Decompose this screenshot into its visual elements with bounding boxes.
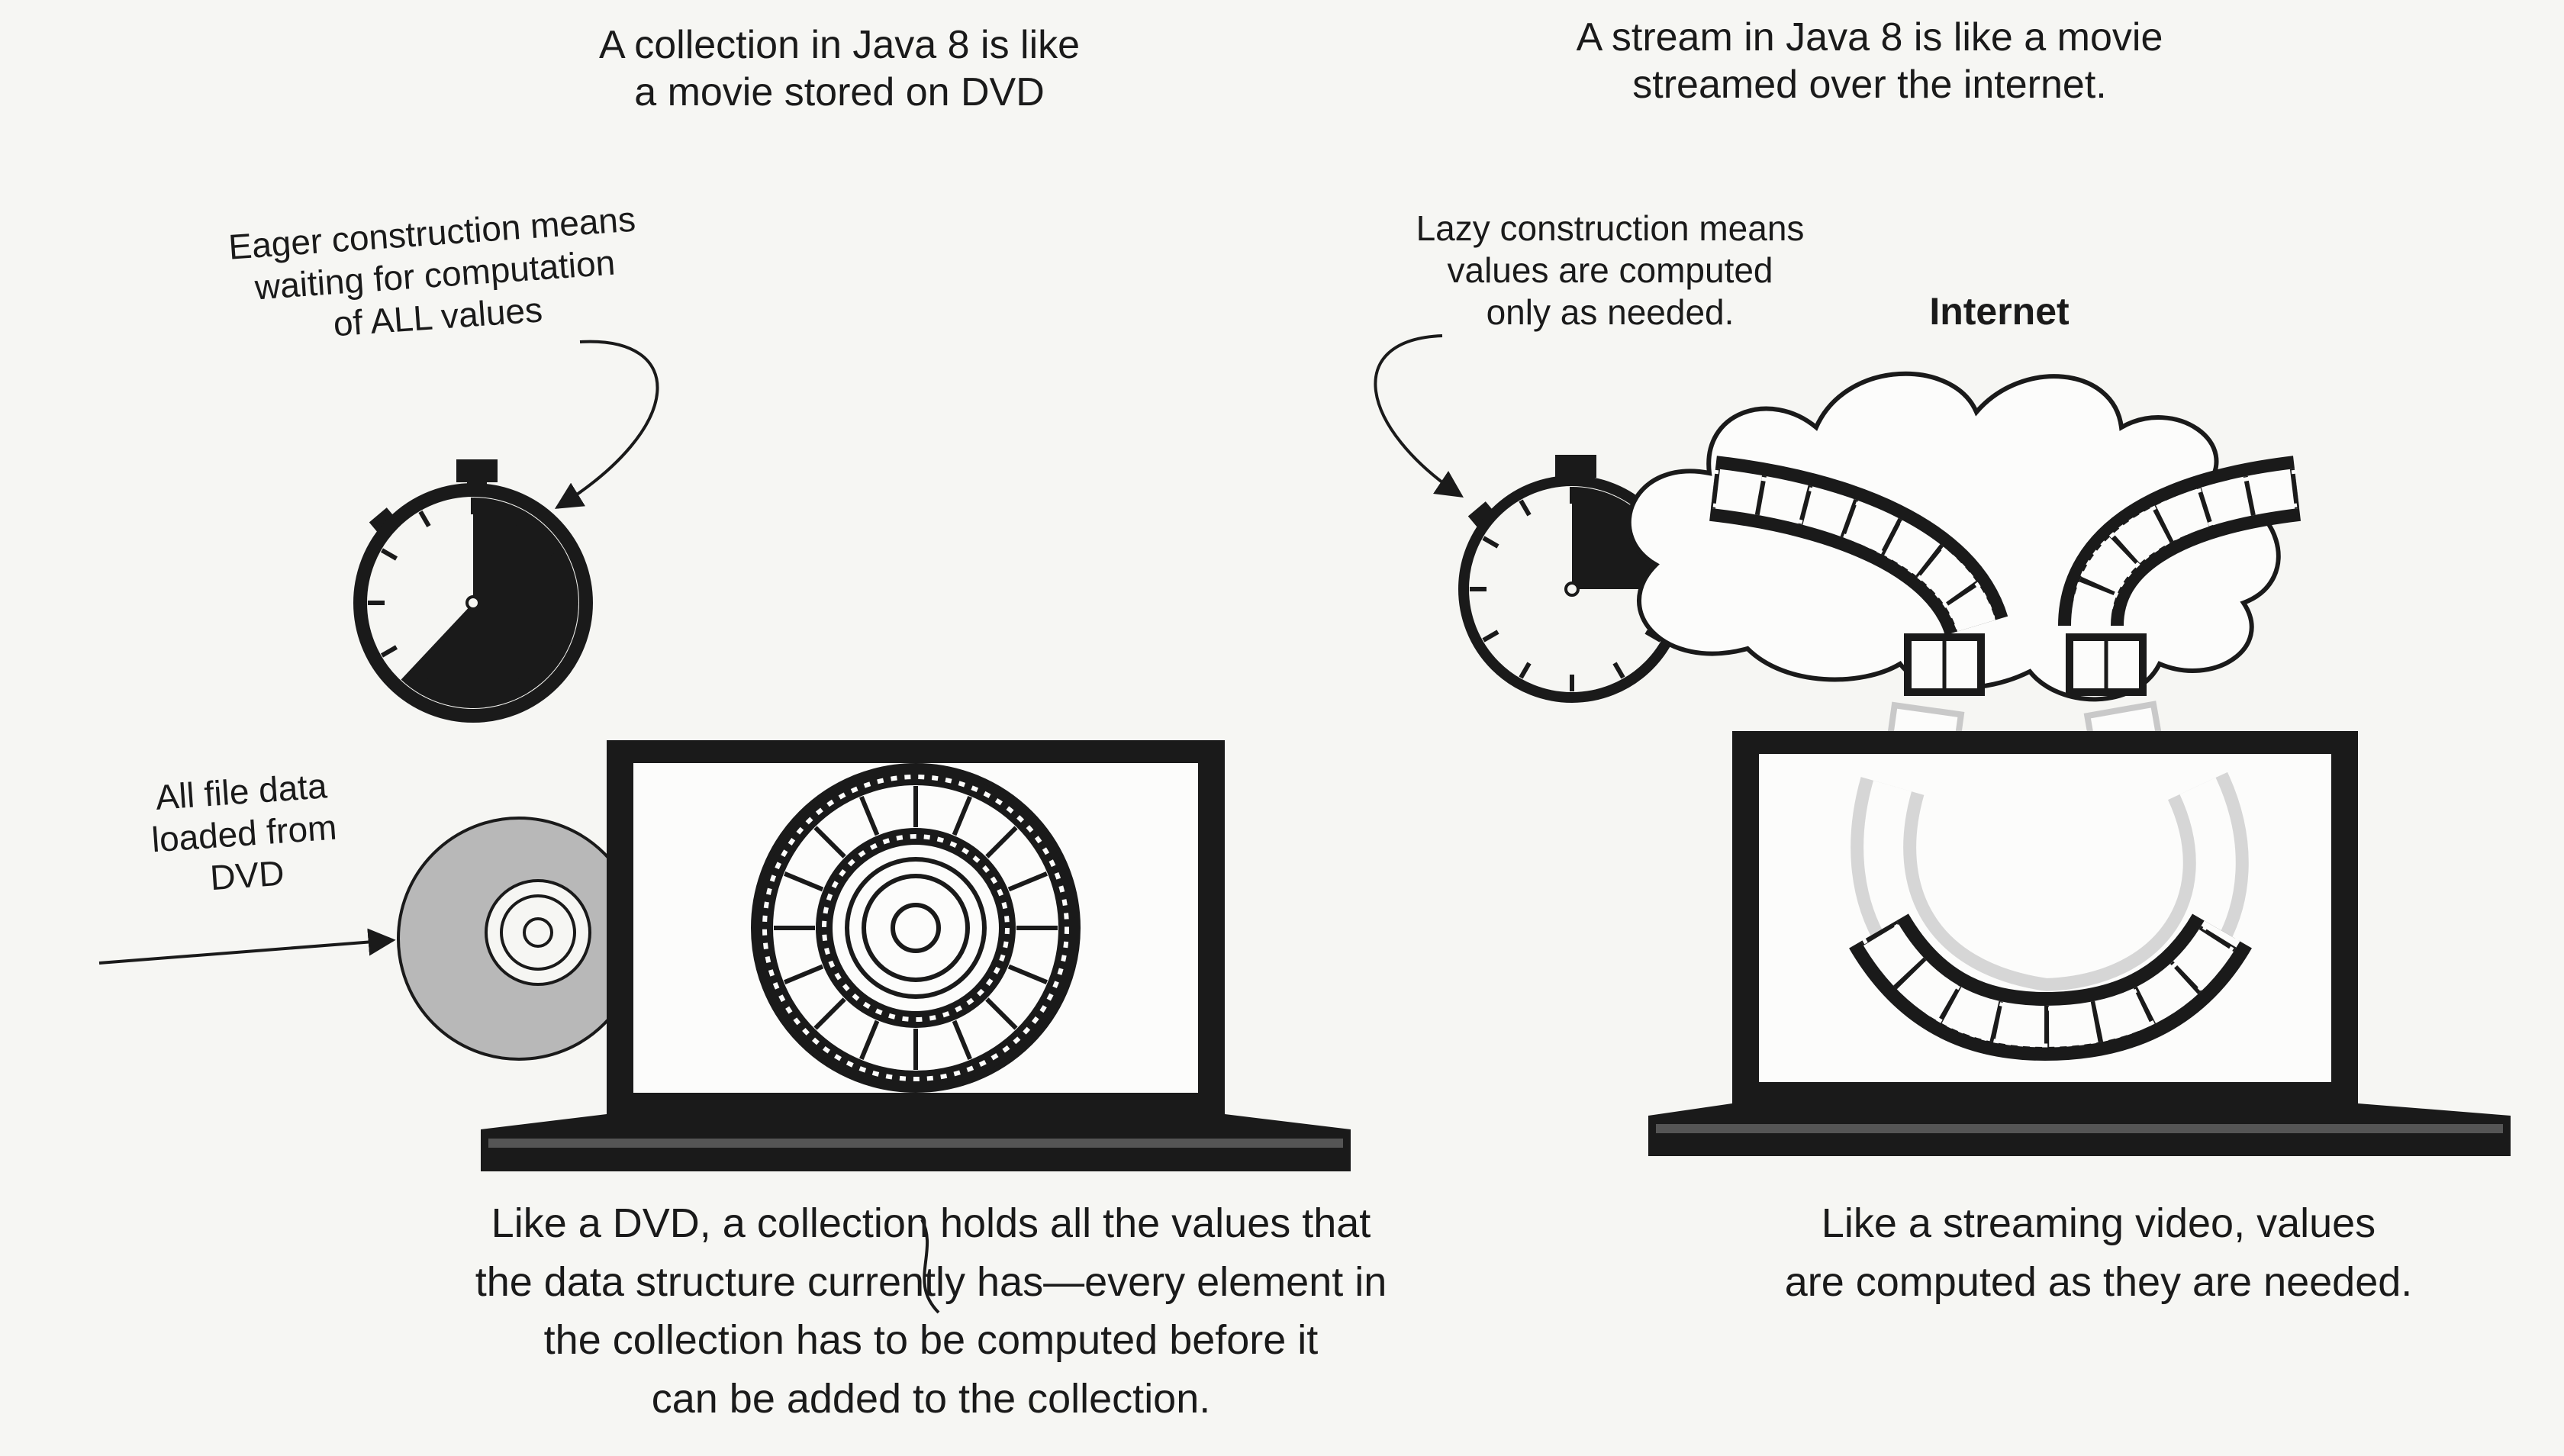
- eager-stopwatch-icon: [353, 459, 593, 723]
- reel-frame-divider: [985, 826, 1018, 858]
- stopwatch-tick: [515, 678, 528, 696]
- stopwatch-tick: [418, 510, 431, 528]
- reel-frame-divider: [813, 997, 846, 1030]
- film-reel-icon: [751, 763, 1081, 1093]
- stopwatch-tick: [418, 678, 431, 696]
- stopwatch-tick: [1612, 499, 1625, 517]
- reel-frame-divider: [784, 871, 824, 892]
- stopwatch-tick: [380, 645, 398, 658]
- film-strip-right-icon: [2058, 456, 2301, 634]
- stopwatch-tick: [548, 645, 566, 658]
- stopwatch-tick: [1519, 499, 1532, 517]
- reel-frame-divider: [813, 826, 846, 858]
- dvd-disc-icon: [397, 817, 641, 1061]
- reel-frame-divider: [985, 997, 1018, 1030]
- stopwatch-tick: [548, 548, 566, 561]
- reel-frame-divider: [1007, 871, 1048, 892]
- stopwatch-tick: [515, 510, 528, 528]
- stream-caption: Like a streaming video, values are compu…: [1784, 1200, 2413, 1305]
- lazy-note-arrow: [1374, 334, 1464, 498]
- stopwatch-tick: [1519, 662, 1532, 679]
- dvd-arrow: [98, 928, 396, 965]
- reel-frame-divider: [784, 964, 824, 984]
- collection-caption: Like a DVD, a collection holds all the v…: [475, 1200, 1387, 1422]
- reel-frame-divider: [952, 1020, 972, 1060]
- stopwatch-tick: [1612, 662, 1625, 679]
- caption-mark: [920, 1219, 940, 1314]
- film-strip-left-icon: [1709, 456, 2008, 637]
- reel-frame-divider: [952, 796, 972, 836]
- lazy-stopwatch-icon: [1458, 455, 1686, 703]
- stopwatch-tick: [380, 548, 398, 561]
- stream-heading: A stream in Java 8 is like a movie strea…: [1576, 15, 2163, 108]
- eager-note-arrow: [554, 340, 659, 509]
- film-strip-arc-icon: [1849, 771, 2252, 1061]
- stopwatch-tick: [1482, 536, 1499, 549]
- collection-heading: A collection in Java 8 is like a movie s…: [598, 23, 1081, 115]
- reel-frame-divider: [859, 1020, 880, 1060]
- stopwatch-tick: [1482, 630, 1499, 643]
- internet-label: Internet: [1929, 290, 2070, 333]
- reel-frame-divider: [1007, 964, 1048, 984]
- stream-laptop-icon: [1648, 731, 2511, 1156]
- lazy-construction-note: Lazy construction means values are compu…: [1416, 208, 1805, 333]
- reel-frame-divider: [859, 796, 880, 836]
